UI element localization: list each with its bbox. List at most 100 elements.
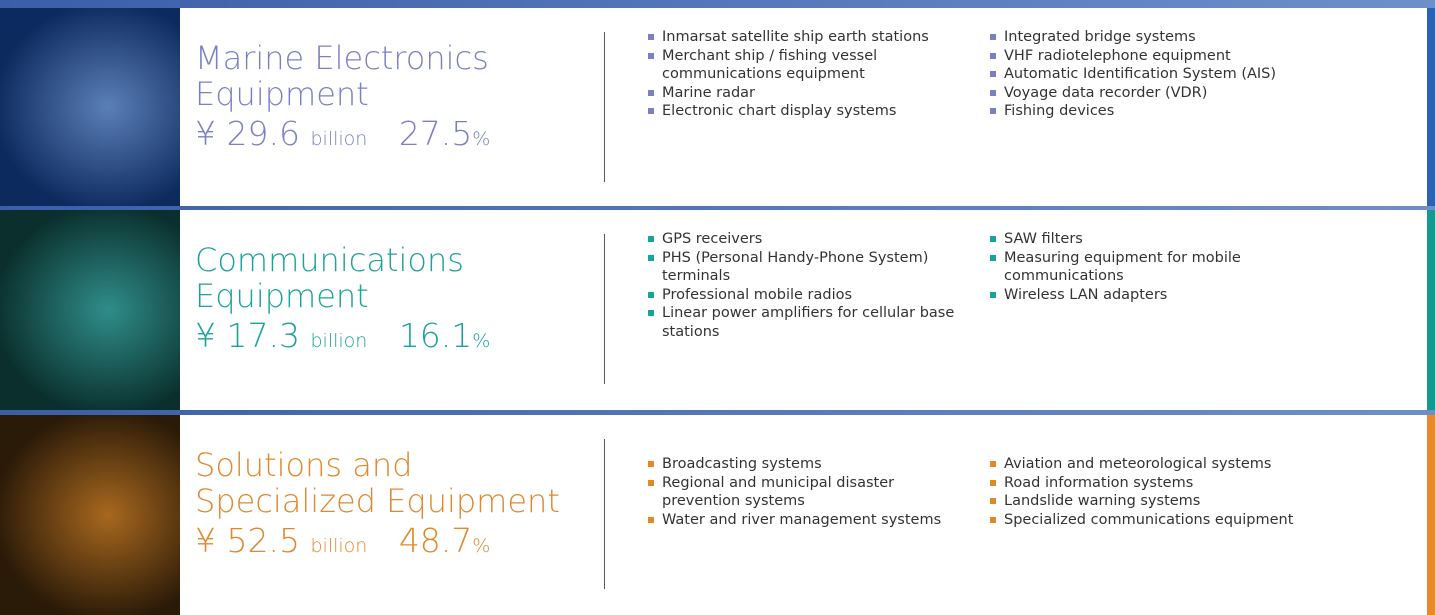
bullet [990,517,996,523]
item-list: GPS receivers PHS (Personal Handy-Phone S… [648,230,968,341]
list-item: Merchant ship / fishing vessel communica… [648,47,968,84]
bullet [990,236,996,242]
list-item: Professional mobile radios [648,286,968,305]
sales-figure: ¥ 52.5 billion 48.7% [195,521,490,560]
bullet [648,255,654,261]
title-line: Equipment [195,278,464,314]
bullet [648,108,654,114]
item-list: Inmarsat satellite ship earth stations Me… [648,28,968,121]
list-item: Road information systems [990,474,1310,493]
share: 27.5 [399,114,472,153]
item-list: SAW filters Measuring equipment for mobil… [990,230,1310,304]
bullet [990,108,996,114]
bullet [648,517,654,523]
list-item: Wireless LAN adapters [990,286,1310,305]
currency: ¥ [195,114,216,153]
list-item: Landslide warning systems [990,492,1310,511]
list-item: Electronic chart display systems [648,102,968,121]
share: 16.1 [399,316,472,355]
amount: 29.6 [227,114,300,153]
list-item: Linear power amplifiers for cellular bas… [648,304,968,341]
title-line: Equipment [195,76,489,112]
section-image [0,8,180,206]
list-item: Fishing devices [990,102,1310,121]
bullet [990,292,996,298]
currency: ¥ [195,521,216,560]
accent-bar [1427,8,1435,206]
list-item: PHS (Personal Handy-Phone System) termin… [648,249,968,286]
unit: billion [310,330,367,352]
bullet [990,255,996,261]
item-text: Voyage data recorder (VDR) [1004,85,1207,101]
item-text: Aviation and meteorological systems [1004,456,1271,472]
item-text: Marine radar [662,85,755,101]
accent-bar [1427,210,1435,410]
item-list: Aviation and meteorological systems Road … [990,455,1310,529]
list-item: Inmarsat satellite ship earth stations [648,28,968,47]
list-item: Specialized communications equipment [990,511,1310,530]
list-item: Marine radar [648,84,968,103]
title-line: Communications [195,242,464,278]
item-text: Professional mobile radios [662,287,852,303]
bullet [648,34,654,40]
bullet [648,292,654,298]
bullet [990,90,996,96]
bullet [648,310,654,316]
item-text: Linear power amplifiers for cellular bas… [662,305,954,340]
title-line: Specialized Equipment [195,483,560,519]
accent-bar [1427,415,1435,615]
amount: 52.5 [227,521,300,560]
bullet [990,498,996,504]
list-item: Measuring equipment for mobile communica… [990,249,1310,286]
item-text: GPS receivers [662,231,762,247]
bullet [990,480,996,486]
list-item: Broadcasting systems [648,455,968,474]
currency: ¥ [195,316,216,355]
item-text: SAW filters [1004,231,1083,247]
amount: 17.3 [227,316,300,355]
bullet [990,461,996,467]
list-item: GPS receivers [648,230,968,249]
bullet [648,90,654,96]
list-item: SAW filters [990,230,1310,249]
item-text: Inmarsat satellite ship earth stations [662,29,929,45]
item-text: Road information systems [1004,475,1193,491]
list-item: Aviation and meteorological systems [990,455,1310,474]
item-text: Integrated bridge systems [1004,29,1196,45]
title-line: Solutions and [195,447,560,483]
item-text: Regional and municipal disaster preventi… [662,475,894,510]
divider [604,234,605,384]
item-text: PHS (Personal Handy-Phone System) termin… [662,250,928,285]
bullet [990,34,996,40]
bullet [648,461,654,467]
sales-figure: ¥ 29.6 billion 27.5% [195,114,490,153]
item-text: Broadcasting systems [662,456,822,472]
page: Marine ElectronicsEquipment¥ 29.6 billio… [0,0,1435,615]
item-text: Electronic chart display systems [662,103,896,119]
percent-sign: % [472,128,490,150]
bullet [990,71,996,77]
percent-sign: % [472,330,490,352]
item-text: Merchant ship / fishing vessel communica… [662,48,877,83]
list-item: Integrated bridge systems [990,28,1310,47]
unit: billion [310,128,367,150]
list-item: Automatic Identification System (AIS) [990,65,1310,84]
bullet [648,53,654,59]
item-text: Wireless LAN adapters [1004,287,1167,303]
bullet [648,236,654,242]
title-line: Marine Electronics [195,40,489,76]
divider [604,32,605,182]
section-image [0,415,180,615]
item-text: Automatic Identification System (AIS) [1004,66,1276,82]
item-text: Fishing devices [1004,103,1114,119]
bullet [990,53,996,59]
percent-sign: % [472,535,490,557]
section-image [0,210,180,410]
